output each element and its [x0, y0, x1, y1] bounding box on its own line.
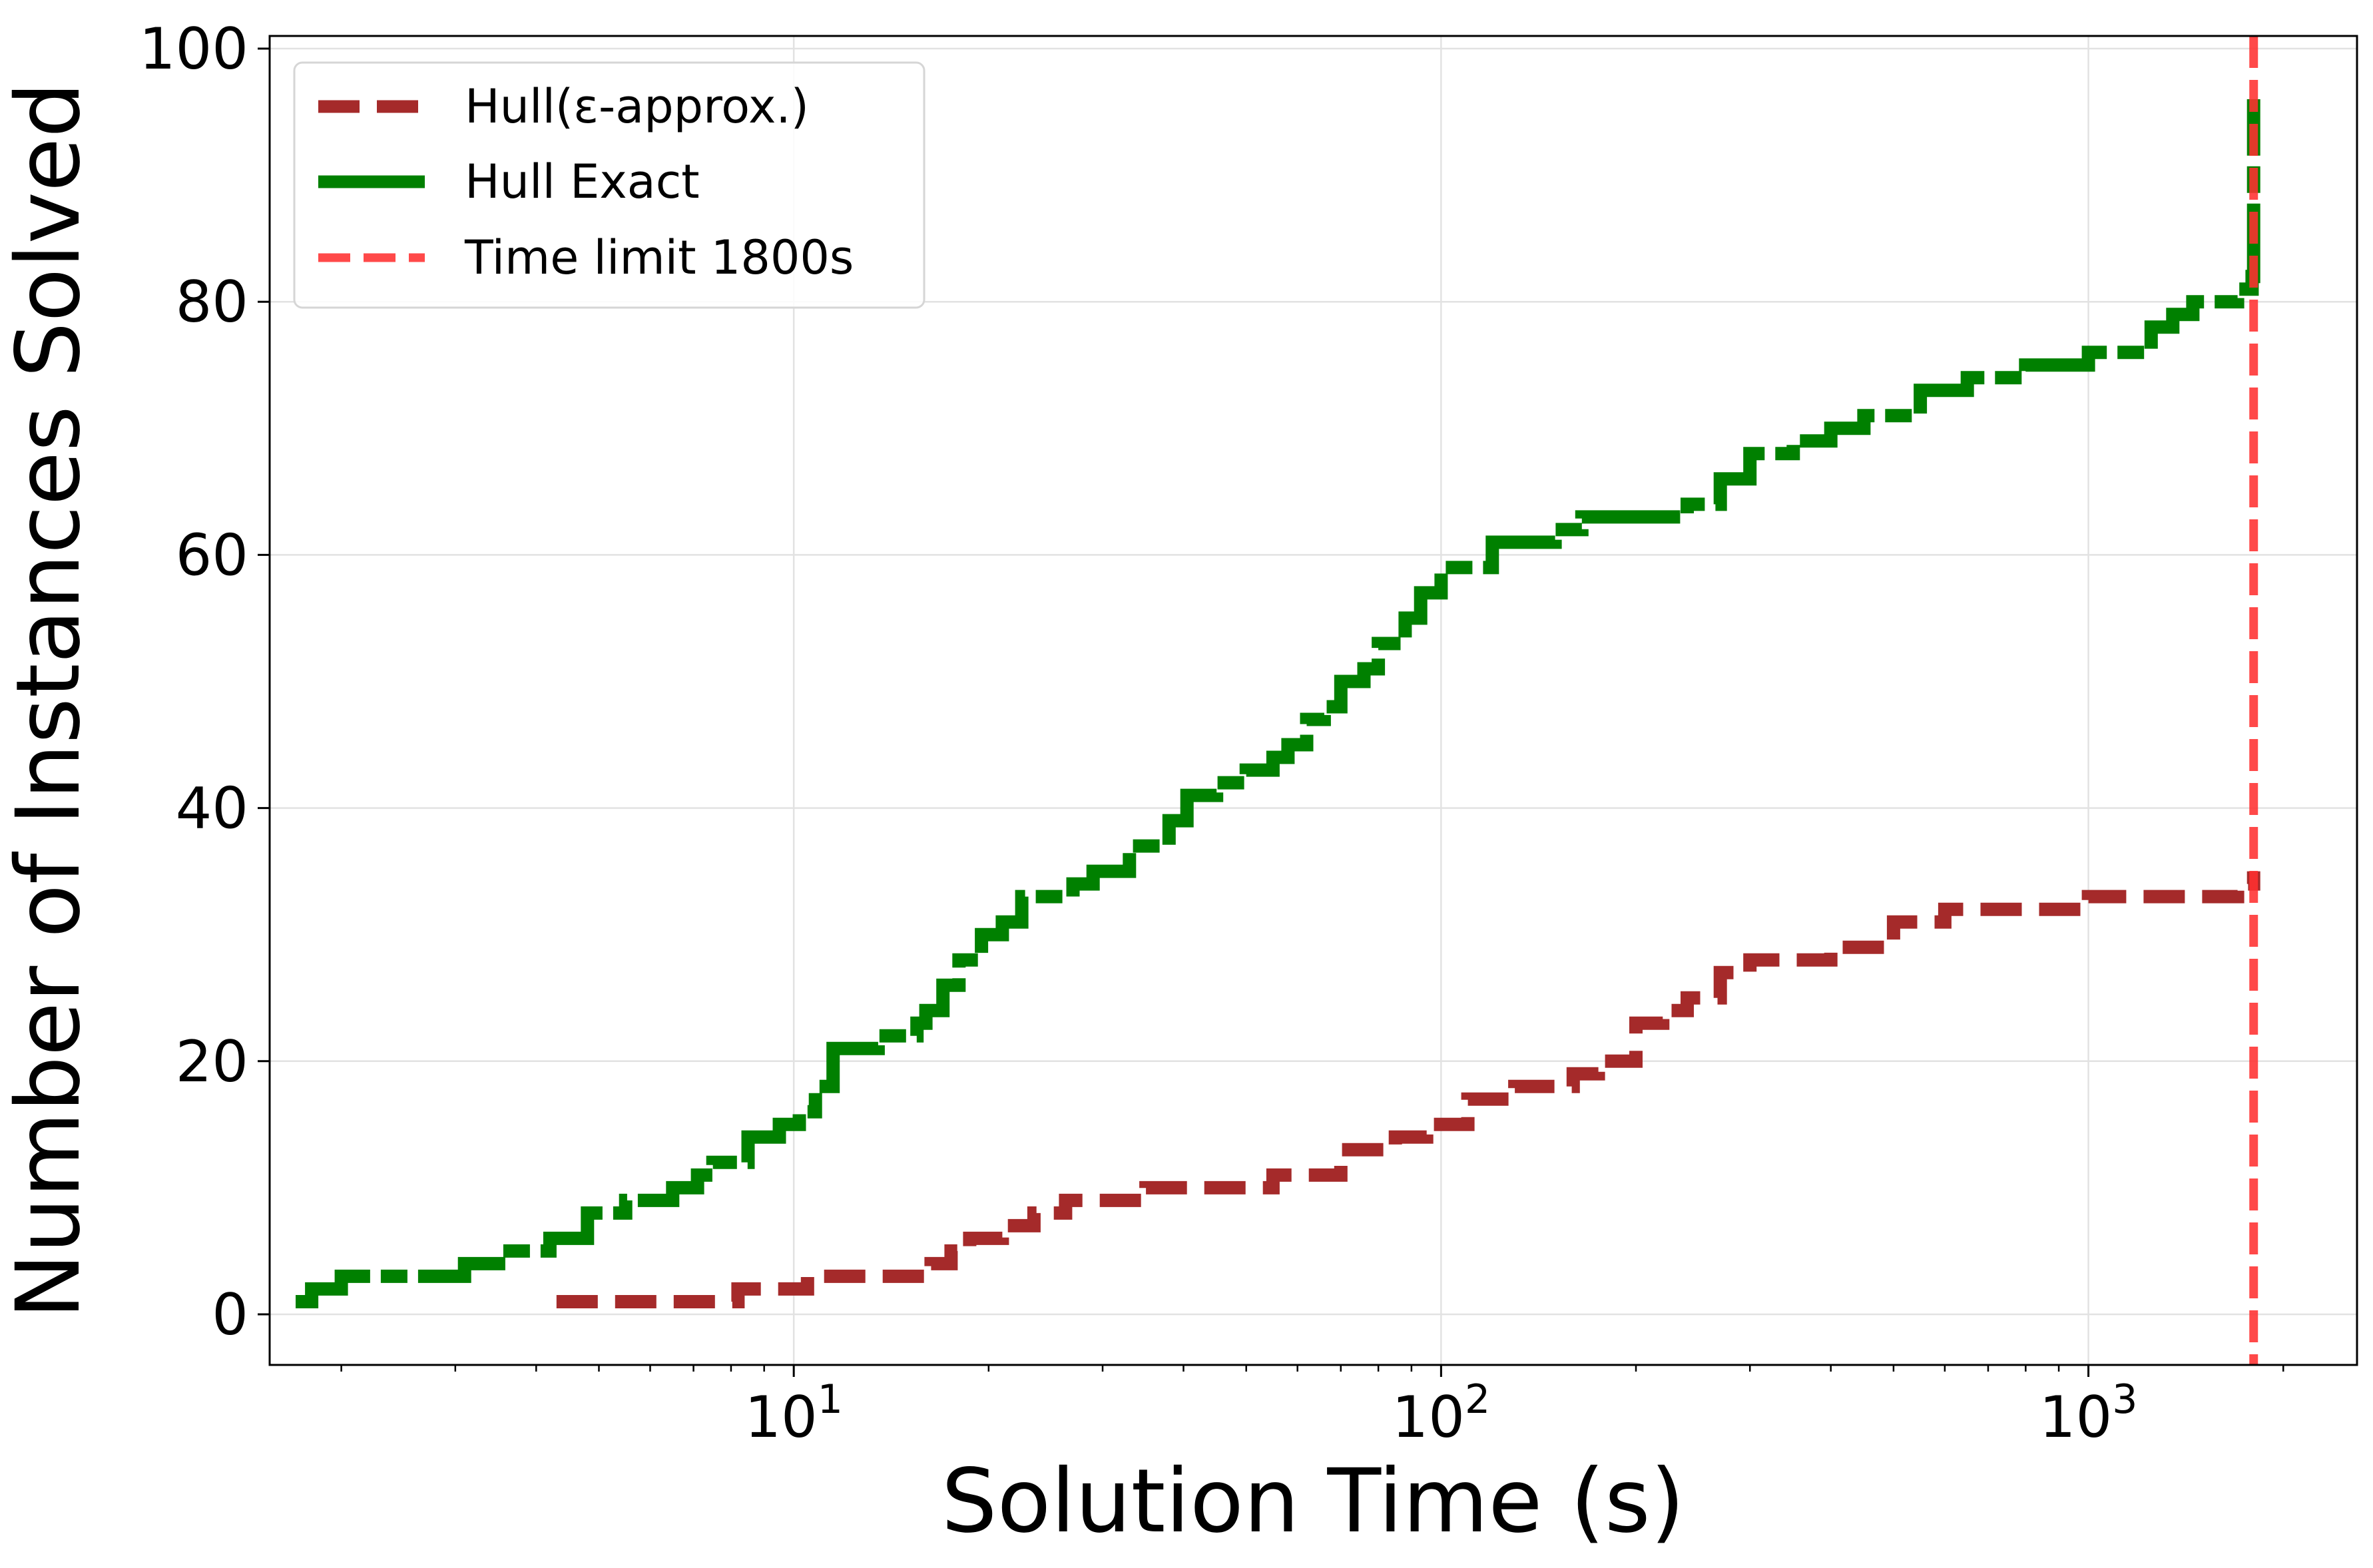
y-tick-label: 100: [139, 16, 248, 83]
plot-frame: [268, 35, 2358, 1366]
legend-label-time-limit: Time limit 1800s: [464, 230, 854, 285]
y-tick-label: 0: [212, 1282, 248, 1348]
y-tick-label: 40: [176, 776, 248, 842]
legend-box: [293, 61, 925, 309]
y-axis-label: Number of Instances Solved: [0, 82, 100, 1319]
series-line-exact: [296, 99, 2260, 1308]
y-tick-label: 60: [176, 522, 248, 589]
x-tick-label: 103: [2039, 1376, 2138, 1451]
legend-label-exact: Hull Exact: [465, 154, 700, 209]
y-tick-label: 80: [176, 269, 248, 336]
legend-label-approx: Hull(ε-approx.): [465, 79, 809, 134]
legend: Hull(ε-approx.) Hull Exact Time limit 18…: [293, 61, 925, 309]
x-tick-label: 102: [1392, 1376, 1491, 1451]
y-tick-label: 20: [176, 1029, 248, 1095]
x-axis-label: Solution Time (s): [941, 1450, 1685, 1553]
series-line-approx: [556, 871, 2260, 1308]
x-tick-label: 101: [744, 1376, 843, 1451]
plot-series: [296, 36, 2260, 1365]
